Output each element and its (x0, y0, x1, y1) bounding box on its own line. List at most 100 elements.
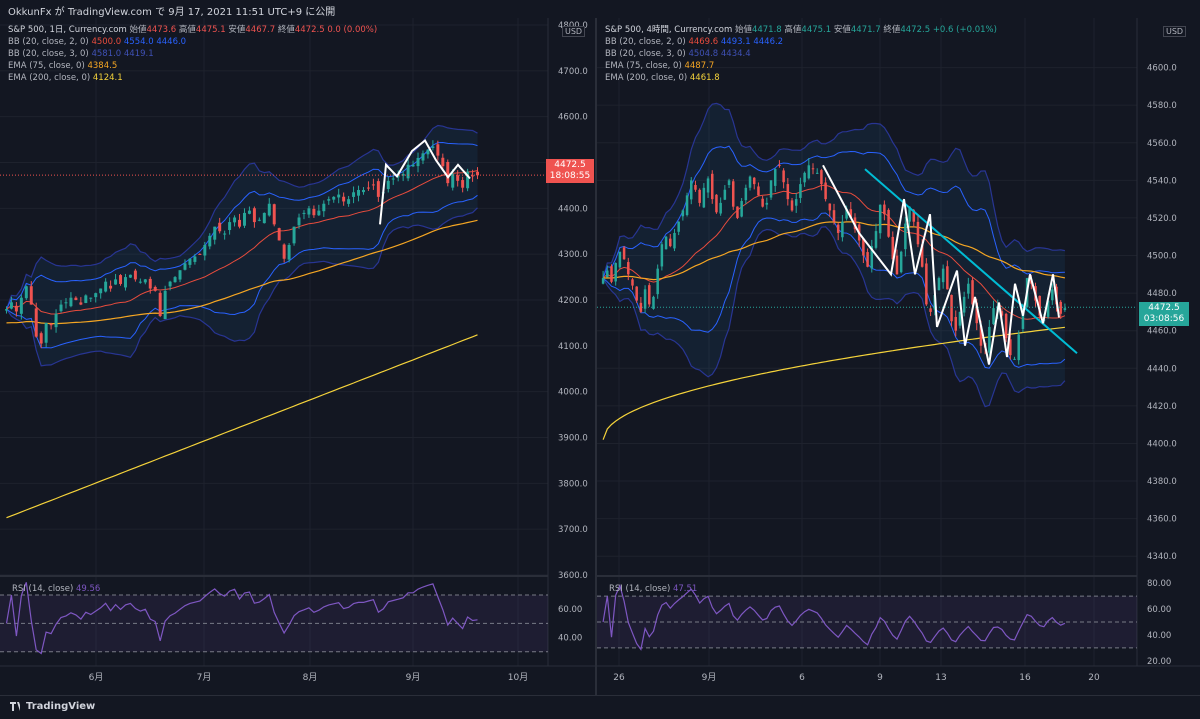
candle-body (891, 236, 895, 260)
daily-legend: S&P 500, 1日, Currency.com 始値4473.6 高値447… (8, 24, 377, 84)
bb-mid-line (602, 184, 1066, 320)
candle-body (34, 308, 38, 337)
candle-body (426, 149, 430, 155)
currency-tag: USD (562, 26, 586, 37)
ema200-label: EMA (200, close, 0) (8, 73, 91, 83)
y-tick-label: 4400.0 (558, 204, 588, 214)
candle-body (416, 157, 420, 167)
x-tick-label: 10月 (508, 672, 528, 683)
candle-body (627, 262, 630, 275)
candle-body (874, 231, 878, 248)
y-tick-label: 3900.0 (558, 434, 588, 444)
y-tick-label: 4700.0 (558, 67, 588, 77)
candle-body (836, 224, 840, 233)
candle-body (193, 256, 197, 262)
candle-body (912, 210, 916, 222)
candle-body (845, 208, 848, 219)
candle-body (723, 189, 727, 200)
y-tick-label: 4100.0 (558, 342, 588, 352)
candle-body (213, 226, 217, 240)
candle-body (252, 208, 256, 223)
candle-body (99, 288, 103, 294)
bb2-upper-line (602, 145, 1065, 279)
x-tick-label: 7月 (197, 672, 212, 683)
candle-body (748, 176, 752, 188)
candle-body (29, 286, 33, 305)
candle-body (820, 170, 823, 185)
candle-body (1013, 358, 1016, 360)
rsi-legend: RSI (14, close) 49.56 (12, 584, 100, 594)
candle-body (69, 297, 73, 307)
candle-body (614, 263, 617, 282)
candle-body (681, 210, 685, 217)
candle-body (622, 247, 626, 260)
y-tick-label: 4340.0 (1147, 552, 1177, 562)
ema75-label: EMA (75, close, 0) (605, 61, 682, 71)
y-tick-label: 3800.0 (558, 479, 588, 489)
y-tick-label: 4380.0 (1147, 477, 1177, 487)
y-tick-label: 3700.0 (558, 525, 588, 535)
candle-body (64, 302, 68, 304)
four-hour-legend: S&P 500, 4時間, Currency.com 始値4471.8 高値44… (605, 24, 997, 84)
candle-body (690, 180, 693, 200)
x-tick-label: 9月 (406, 672, 421, 683)
candle-body (411, 164, 415, 167)
candle-body (937, 278, 941, 291)
ohlc-change: +0.6 (+0.01%) (932, 25, 997, 35)
candle-body (610, 266, 613, 282)
candle-body (148, 278, 152, 289)
daily-chart-panel[interactable]: 4800.04700.04600.04500.04400.04300.04200… (0, 18, 597, 695)
candle-body (342, 196, 346, 202)
candle-body (740, 201, 743, 217)
candle-body (307, 208, 311, 215)
candle-body (198, 253, 202, 255)
candle-body (929, 308, 932, 312)
ohlc-close-label: 終値 (883, 25, 901, 35)
candle-body (841, 221, 844, 238)
y-tick-label: 4000.0 (558, 388, 588, 398)
candle-body (727, 180, 731, 186)
x-tick-label: 8月 (303, 672, 318, 683)
candle-body (736, 206, 739, 218)
candle-body (648, 285, 651, 305)
ema200-line (602, 326, 1065, 440)
candle-body (946, 266, 949, 290)
candle-body (744, 187, 748, 201)
four-hour-chart-panel[interactable]: 4600.0 4580.0 4560.0 4540.0 4520.0 4500.0 4480… (597, 18, 1200, 695)
ema75-value: 4487.7 (684, 61, 715, 71)
x-tick-label: 9月 (702, 672, 717, 683)
candle-body (466, 171, 470, 189)
ema200-line (6, 334, 478, 519)
candle-body (941, 268, 945, 283)
ohlc-low-label: 安値 (228, 25, 246, 35)
four-hour-chart-svg[interactable]: 4600.0 4580.0 4560.0 4540.0 4520.0 4500.0 4480… (597, 18, 1200, 695)
candle-body (461, 180, 465, 188)
candle-body (862, 238, 865, 256)
rsi-tick-label: 80.00 (1147, 579, 1171, 589)
candle-body (618, 251, 622, 268)
candle-body (471, 175, 475, 177)
candle-body (153, 286, 157, 291)
x-tick-label: 6 (799, 673, 805, 683)
candle-body (765, 202, 769, 205)
candle-body (272, 204, 276, 225)
candle-body (337, 194, 341, 198)
x-tick-label: 13 (935, 673, 946, 683)
candle-body (391, 178, 395, 180)
candle-body (782, 170, 785, 183)
ema200-value: 4461.8 (689, 73, 720, 83)
candle-body (128, 274, 132, 278)
y-tick-label: 4480.0 (1147, 289, 1177, 299)
candle-body (752, 177, 756, 185)
candle-body (242, 212, 246, 226)
candle-body (866, 252, 869, 267)
x-tick-label: 6月 (89, 672, 104, 683)
bb2-lower-line (6, 194, 478, 349)
rsi-label: RSI (14, close) (609, 584, 671, 594)
candle-body (327, 199, 331, 201)
bb2-lower: 4446.0 (156, 37, 187, 47)
candle-body (228, 222, 232, 231)
y-tick-label: 4200.0 (558, 296, 588, 306)
candle-body (238, 219, 242, 227)
candle-body (992, 308, 995, 325)
